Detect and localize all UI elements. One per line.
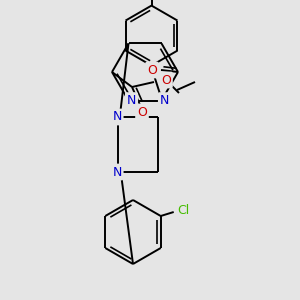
Text: N: N — [127, 94, 136, 107]
Text: Cl: Cl — [178, 203, 190, 217]
Text: N: N — [160, 94, 169, 107]
Text: O: O — [161, 74, 171, 86]
Text: N: N — [112, 166, 122, 178]
Text: O: O — [147, 64, 157, 76]
Text: N: N — [112, 110, 122, 124]
Text: O: O — [137, 106, 147, 118]
